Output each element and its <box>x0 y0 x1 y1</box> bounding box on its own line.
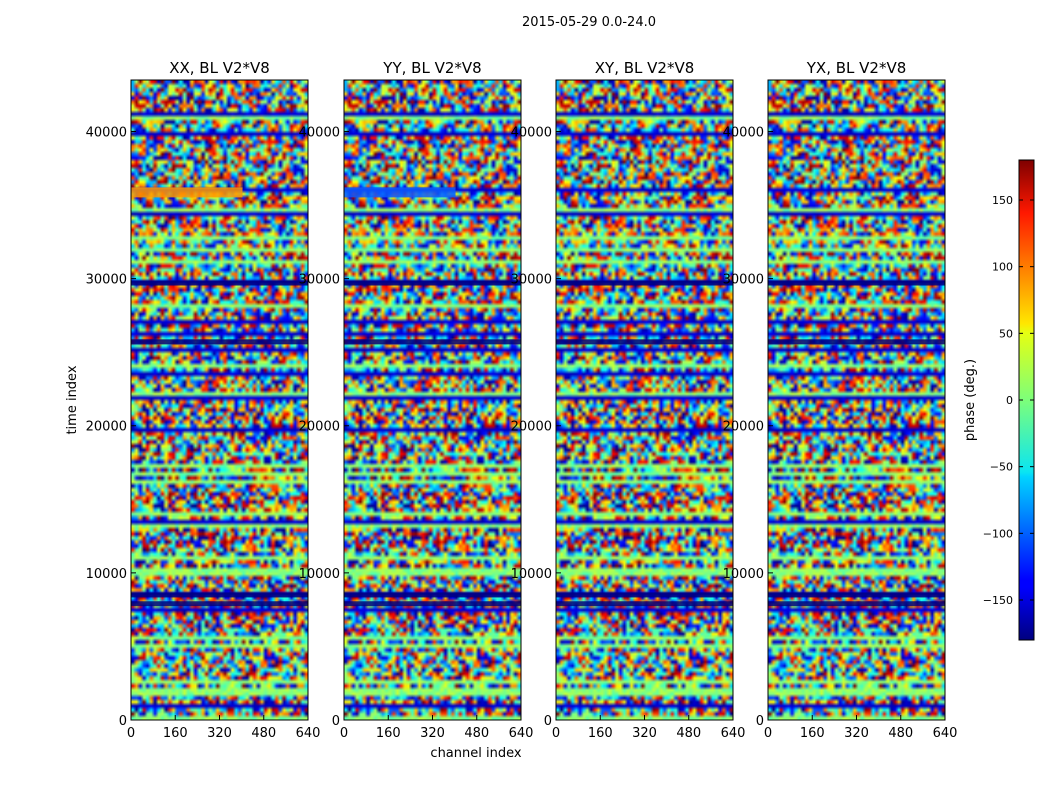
y-tick-label: 10000 <box>299 567 340 582</box>
flagged-band <box>768 339 945 345</box>
x-tick-label: 320 <box>632 726 657 741</box>
x-axis-label: channel index <box>430 746 521 761</box>
x-tick-label: 640 <box>509 726 534 741</box>
flagged-band <box>556 339 733 345</box>
panel-2: YY, BL V2*V8 0 10000 20000 30000 40000 0 160 320… <box>299 59 534 741</box>
y-tick-label: 20000 <box>86 420 127 435</box>
y-tick-label: 10000 <box>86 567 127 582</box>
flagged-band <box>556 601 733 607</box>
flagged-band <box>131 280 308 286</box>
x-tick-label: 480 <box>464 726 489 741</box>
flagged-band <box>131 592 308 598</box>
colorbar-ticks: 150 100 50 0 −50 −100 −150 <box>983 194 1034 607</box>
y-tick-label: 0 <box>544 714 552 729</box>
phase-heatmap-image <box>344 80 521 720</box>
y-tick-label: 40000 <box>511 125 552 140</box>
colorbar-tick-label: 50 <box>999 327 1013 340</box>
y-tick-label: 30000 <box>511 273 552 288</box>
phase-heatmap-image <box>556 80 733 720</box>
y-tick-label: 10000 <box>723 567 764 582</box>
phase-heatmap-image <box>768 80 945 720</box>
x-tick-label: 160 <box>800 726 825 741</box>
y-tick-label: 10000 <box>511 567 552 582</box>
colorbar-tick-label: 100 <box>992 261 1013 274</box>
x-tick-label: 640 <box>721 726 746 741</box>
y-tick-label: 20000 <box>511 420 552 435</box>
x-tick-label: 0 <box>127 726 135 741</box>
colorbar-tick-label: 0 <box>1006 394 1013 407</box>
flagged-band <box>556 280 733 286</box>
x-tick-label: 0 <box>340 726 348 741</box>
x-tick-label: 0 <box>552 726 560 741</box>
y-tick-label: 0 <box>756 714 764 729</box>
colorbar-tick-label: −150 <box>983 594 1013 607</box>
y-tick-label: 0 <box>332 714 340 729</box>
panels-group: XX, BL V2*V8 0 10000 20000 30000 40000 0 160 320… <box>86 59 958 741</box>
flagged-band <box>768 280 945 286</box>
y-tick-label: 20000 <box>299 420 340 435</box>
y-tick-label: 40000 <box>299 125 340 140</box>
panel-4: YX, BL V2*V8 0 10000 20000 30000 40000 0 160 320… <box>723 59 958 741</box>
x-tick-label: 160 <box>163 726 188 741</box>
flagged-band <box>344 280 521 286</box>
x-tick-label: 480 <box>888 726 913 741</box>
panel-3: XY, BL V2*V8 0 10000 20000 30000 40000 0 160 320… <box>511 59 746 741</box>
y-axis-label: time index <box>65 365 80 434</box>
colorbar-tick-label: −100 <box>983 527 1013 540</box>
x-tick-label: 320 <box>420 726 445 741</box>
x-tick-label: 160 <box>376 726 401 741</box>
flagged-band <box>344 601 521 607</box>
panel-title: XY, BL V2*V8 <box>595 59 695 77</box>
cool-band <box>344 187 456 198</box>
y-tick-label: 0 <box>119 714 127 729</box>
colorbar: 150 100 50 0 −50 −100 −150 phase (deg.) <box>963 159 1035 641</box>
panel-title: XX, BL V2*V8 <box>169 59 270 77</box>
y-tick-label: 40000 <box>86 125 127 140</box>
flagged-band <box>344 339 521 345</box>
flagged-band <box>344 592 521 598</box>
x-tick-label: 320 <box>207 726 232 741</box>
colorbar-tick-label: −50 <box>990 461 1013 474</box>
x-tick-label: 320 <box>844 726 869 741</box>
y-tick-label: 40000 <box>723 125 764 140</box>
x-tick-label: 0 <box>764 726 772 741</box>
panel-1: XX, BL V2*V8 0 10000 20000 30000 40000 0 160 320… <box>86 59 321 741</box>
warm-band <box>131 187 243 198</box>
x-tick-label: 480 <box>251 726 276 741</box>
colorbar-label: phase (deg.) <box>963 359 978 441</box>
x-tick-label: 640 <box>296 726 321 741</box>
phase-heatmap-image <box>131 80 308 720</box>
y-tick-label: 30000 <box>299 273 340 288</box>
y-tick-label: 30000 <box>86 273 127 288</box>
x-tick-label: 160 <box>588 726 613 741</box>
y-tick-label: 20000 <box>723 420 764 435</box>
y-tick-label: 30000 <box>723 273 764 288</box>
flagged-band <box>556 592 733 598</box>
x-tick-label: 640 <box>933 726 958 741</box>
colorbar-tick-label: 150 <box>992 194 1013 207</box>
flagged-band <box>131 339 308 345</box>
panel-title: YX, BL V2*V8 <box>806 59 907 77</box>
x-tick-label: 480 <box>676 726 701 741</box>
flagged-band <box>131 601 308 607</box>
figure-title: 2015-05-29 0.0-24.0 <box>522 15 656 30</box>
panel-title: YY, BL V2*V8 <box>382 59 481 77</box>
flagged-band <box>768 592 945 598</box>
flagged-band <box>768 601 945 607</box>
